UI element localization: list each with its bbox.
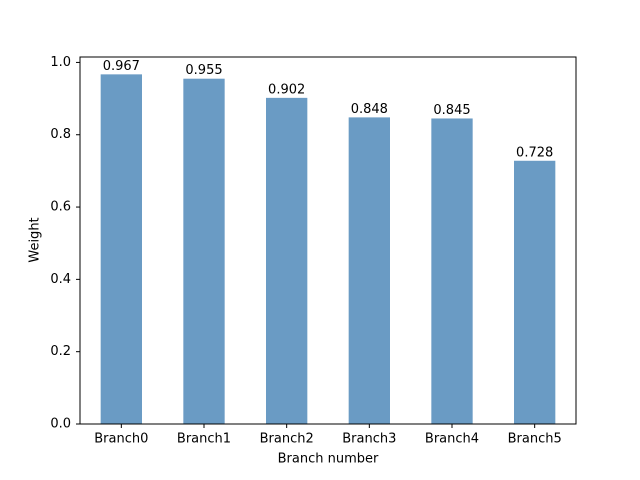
x-tick-label: Branch3	[342, 432, 396, 447]
bar	[100, 74, 142, 425]
value-label: 0.955	[185, 63, 222, 78]
y-tick-label: 0.8	[50, 127, 71, 142]
bar	[348, 117, 390, 425]
y-tick-label: 0.4	[50, 272, 71, 287]
bar	[266, 97, 308, 425]
x-tick-label: Branch2	[260, 432, 314, 447]
y-tick-label: 0.6	[50, 200, 71, 215]
value-label: 0.728	[516, 145, 553, 160]
y-tick-label: 0.0	[50, 417, 71, 432]
bar	[183, 78, 225, 424]
plot-frame	[79, 56, 577, 425]
value-label: 0.845	[433, 103, 470, 118]
x-tick-label: Branch4	[425, 432, 479, 447]
value-label: 0.967	[103, 59, 140, 74]
x-tick-label: Branch0	[94, 432, 148, 447]
value-label: 0.848	[351, 102, 388, 117]
x-axis-label: Branch number	[278, 452, 379, 467]
y-tick-label: 1.0	[50, 55, 71, 70]
value-label: 0.902	[268, 82, 305, 97]
bar	[431, 118, 473, 424]
y-tick-label: 0.2	[50, 344, 71, 359]
x-tick-label: Branch1	[177, 432, 231, 447]
y-axis-label: Weight	[28, 217, 43, 262]
x-tick-label: Branch5	[508, 432, 562, 447]
bar	[514, 160, 556, 425]
